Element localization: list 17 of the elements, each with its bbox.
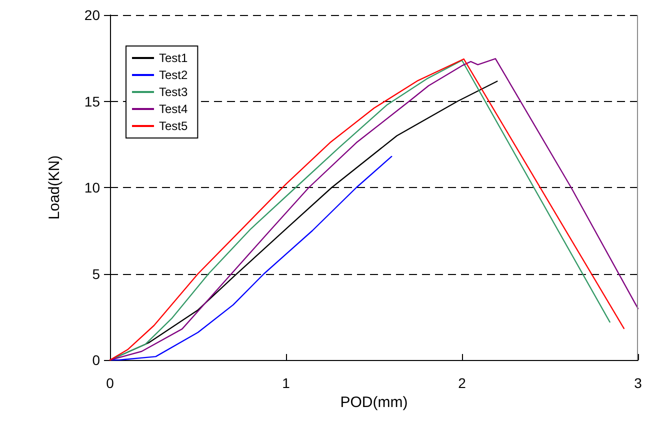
y-axis-title: Load(KN) (46, 155, 63, 220)
x-tick-label: 1 (282, 375, 290, 391)
y-tick-label: 0 (92, 352, 100, 368)
y-tick-label: 10 (84, 180, 100, 196)
legend-label: Test2 (159, 68, 188, 82)
y-tick-label: 5 (92, 266, 100, 282)
line-series (109, 156, 392, 361)
x-tick-label: 3 (634, 375, 642, 391)
x-axis-title: POD(mm) (340, 394, 408, 411)
legend-label: Test5 (159, 119, 188, 133)
y-tick-label: 15 (84, 93, 100, 110)
legend-label: Test3 (159, 85, 188, 99)
legend-label: Test1 (159, 51, 188, 65)
x-tick-label: 2 (458, 375, 466, 391)
x-tick-label: 0 (106, 375, 114, 391)
legend-label: Test4 (159, 102, 188, 116)
y-tick-label: 20 (84, 7, 100, 23)
